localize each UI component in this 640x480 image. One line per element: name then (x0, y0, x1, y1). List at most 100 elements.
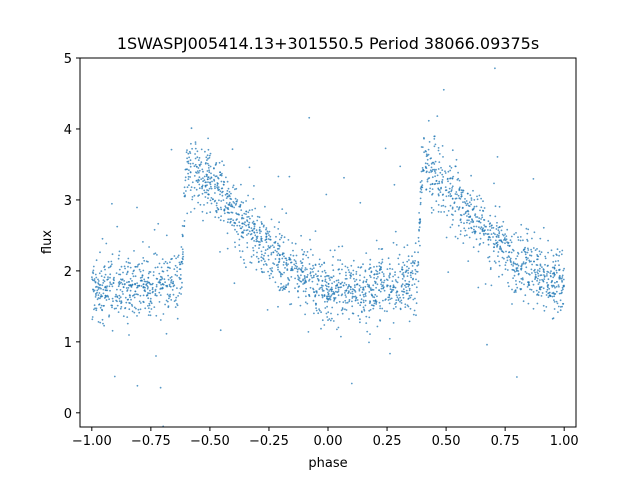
data-point (129, 262, 131, 264)
data-point (271, 270, 274, 273)
data-point (138, 311, 141, 314)
data-point (463, 201, 466, 203)
data-point (91, 318, 94, 321)
data-point (262, 246, 265, 249)
data-point (148, 246, 151, 248)
data-point (467, 260, 470, 262)
data-point (248, 226, 250, 228)
data-point (198, 183, 201, 186)
data-point (465, 211, 467, 213)
data-point (200, 161, 203, 164)
data-point (252, 249, 255, 252)
data-point (99, 306, 102, 309)
data-point (427, 119, 430, 122)
data-point (227, 187, 230, 190)
data-point (115, 293, 117, 296)
data-point (111, 306, 113, 309)
data-point (170, 279, 173, 281)
data-point (419, 191, 422, 193)
data-point (472, 189, 474, 192)
data-point (544, 255, 547, 258)
data-point (238, 250, 241, 252)
data-point (359, 304, 362, 307)
data-point (99, 297, 101, 300)
data-point (524, 246, 526, 249)
data-point (234, 241, 236, 244)
data-point (261, 240, 263, 243)
data-point (466, 221, 468, 224)
data-point (557, 260, 560, 262)
data-point (408, 259, 410, 261)
data-point (299, 260, 302, 263)
data-point (157, 222, 160, 225)
data-point (335, 301, 338, 304)
data-point (358, 284, 361, 287)
data-point (562, 285, 565, 288)
data-point (100, 275, 103, 277)
data-point (396, 281, 399, 284)
data-point (312, 291, 315, 293)
data-point (523, 283, 525, 286)
data-point (399, 296, 401, 299)
data-point (143, 259, 146, 262)
data-point (400, 299, 403, 302)
data-point (109, 266, 112, 268)
data-point (142, 300, 145, 303)
data-point (201, 168, 204, 171)
data-point (338, 300, 341, 303)
data-point (226, 232, 229, 235)
data-point (417, 236, 420, 239)
data-point (536, 248, 538, 250)
data-point (255, 268, 258, 271)
data-point (215, 202, 218, 205)
data-point (253, 223, 255, 226)
data-point (251, 209, 254, 211)
data-point (412, 260, 414, 263)
data-point (130, 298, 132, 301)
data-point (373, 296, 376, 299)
data-point (96, 289, 99, 292)
data-point (110, 283, 113, 286)
data-point (226, 195, 229, 198)
data-point (558, 285, 560, 288)
data-point (197, 167, 200, 169)
data-point (193, 194, 196, 197)
data-point (315, 309, 318, 312)
data-point (444, 205, 447, 208)
data-point (318, 308, 320, 310)
data-point (101, 284, 104, 287)
data-point (234, 228, 236, 231)
data-point (366, 330, 369, 333)
data-point (442, 88, 445, 91)
data-point (188, 150, 191, 153)
data-point (480, 218, 482, 220)
data-point (250, 227, 253, 230)
data-point (529, 254, 531, 257)
data-point (507, 255, 510, 257)
data-point (421, 167, 424, 169)
data-point (256, 231, 258, 234)
data-point (146, 292, 149, 294)
data-point (133, 250, 135, 252)
data-point (102, 282, 105, 284)
data-point (310, 274, 312, 277)
data-point (219, 190, 222, 193)
data-point (296, 265, 298, 268)
data-point (101, 308, 103, 311)
data-point (430, 166, 433, 169)
data-point (489, 267, 492, 269)
data-point (238, 213, 240, 216)
data-point (473, 205, 476, 208)
data-point (324, 284, 327, 287)
data-point (360, 298, 363, 301)
data-point (345, 302, 347, 304)
data-point (180, 293, 183, 295)
data-point (398, 253, 401, 256)
data-point (260, 256, 263, 259)
data-point (243, 212, 246, 215)
data-point (174, 299, 177, 301)
data-point (188, 156, 191, 159)
data-point (226, 247, 229, 250)
data-point (407, 269, 409, 272)
data-point (326, 316, 329, 318)
